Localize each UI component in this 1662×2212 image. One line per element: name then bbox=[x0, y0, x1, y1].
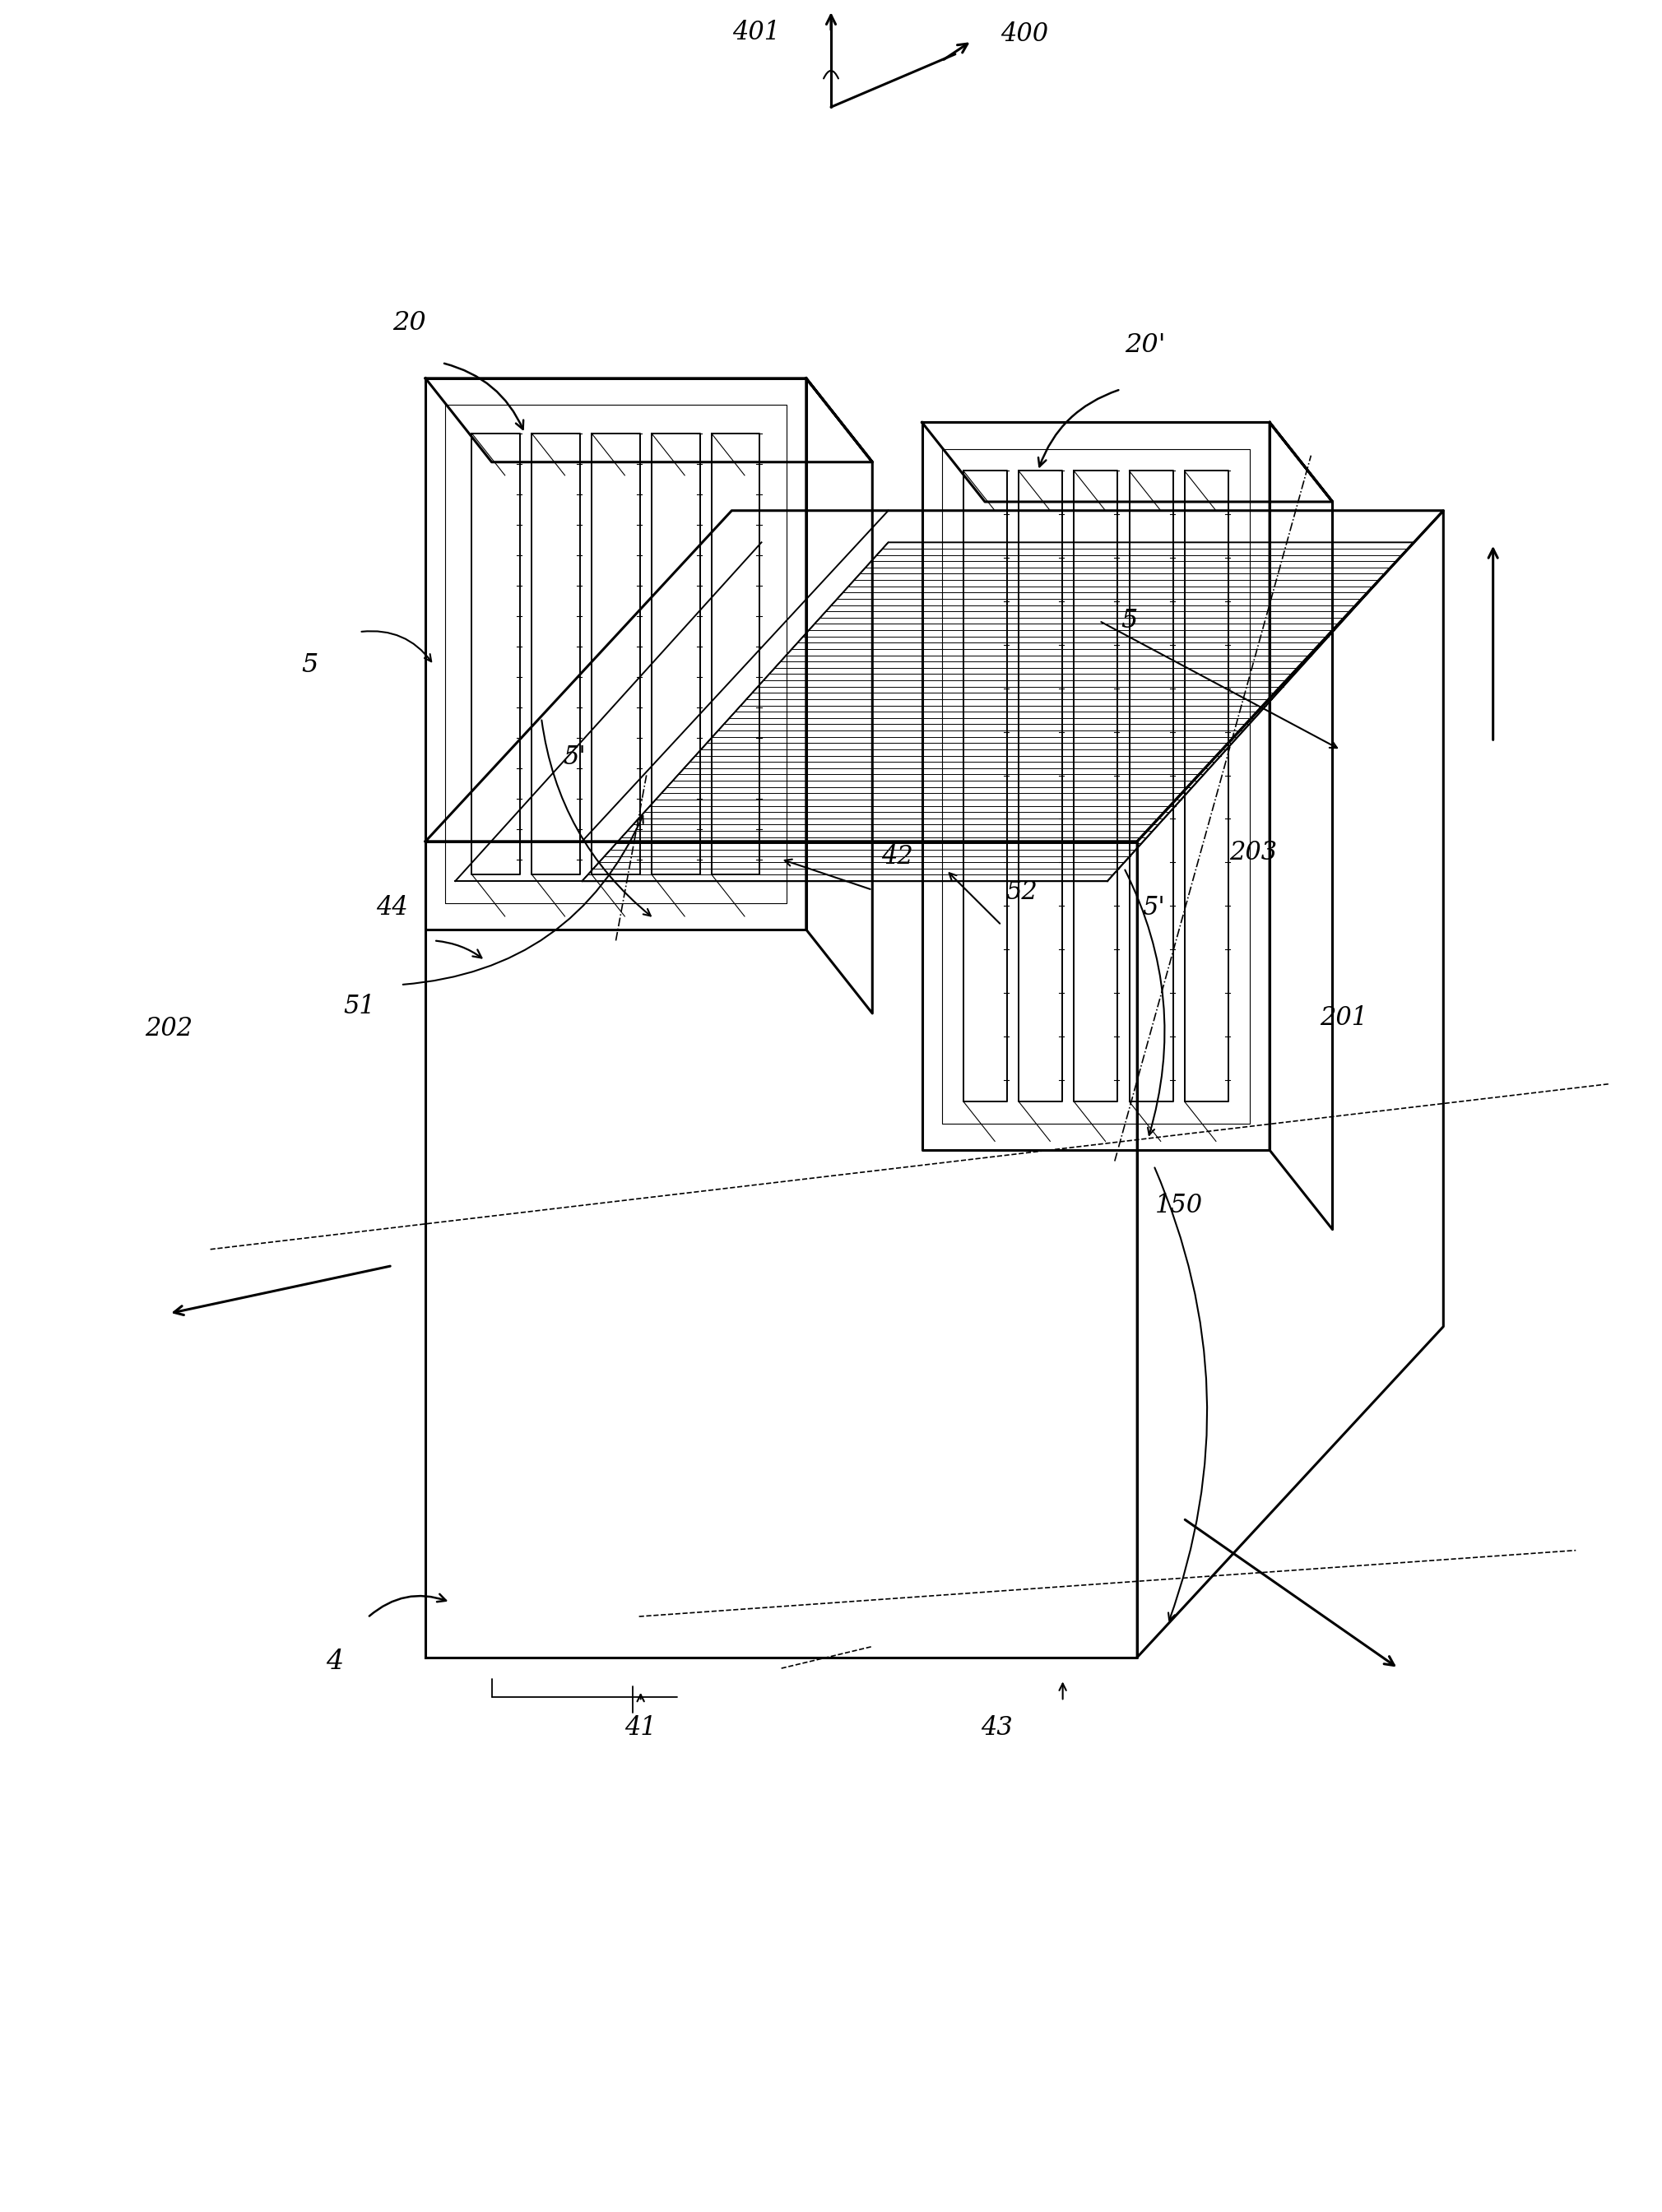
Text: 401: 401 bbox=[733, 20, 781, 44]
Text: 20': 20' bbox=[1125, 332, 1165, 358]
Text: 43: 43 bbox=[981, 1714, 1012, 1741]
Text: 5: 5 bbox=[1120, 608, 1137, 633]
Text: 4: 4 bbox=[326, 1648, 342, 1674]
Text: 400: 400 bbox=[1001, 22, 1049, 46]
Text: 5': 5' bbox=[1142, 896, 1165, 920]
Text: 44: 44 bbox=[377, 896, 409, 920]
Text: 20: 20 bbox=[392, 310, 425, 336]
Text: 51: 51 bbox=[344, 993, 376, 1020]
Text: 5': 5' bbox=[563, 745, 587, 770]
Text: 150: 150 bbox=[1155, 1192, 1203, 1219]
Text: 201: 201 bbox=[1320, 1004, 1368, 1031]
Text: 5: 5 bbox=[301, 653, 317, 677]
Text: 41: 41 bbox=[625, 1714, 656, 1741]
Text: 203: 203 bbox=[1230, 841, 1276, 865]
Text: 202: 202 bbox=[145, 1015, 193, 1042]
Text: 42: 42 bbox=[881, 845, 912, 869]
Text: 52: 52 bbox=[1006, 880, 1037, 905]
